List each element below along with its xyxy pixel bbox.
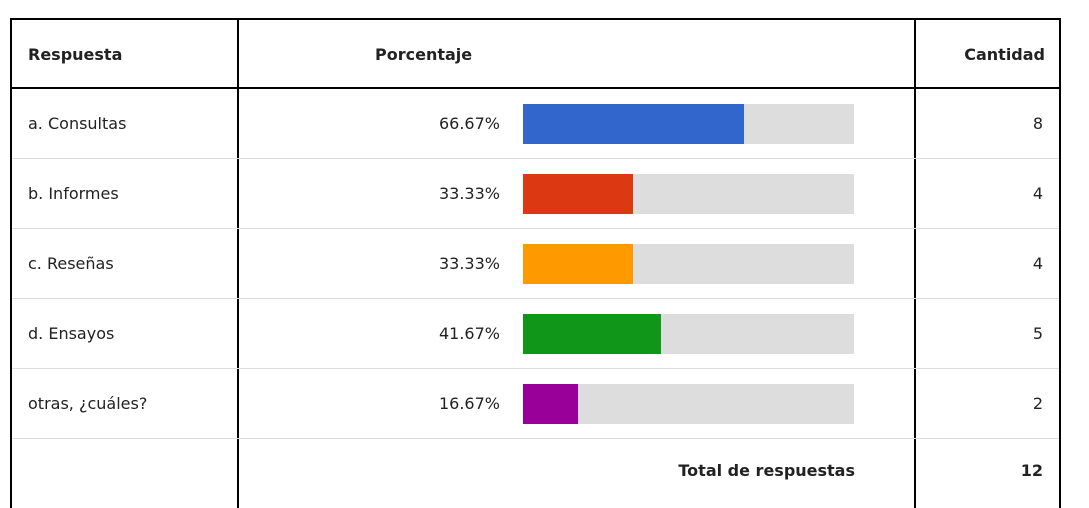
answer-cell: a. Consultas [28, 114, 127, 133]
row-divider [12, 298, 1059, 299]
row-divider [12, 158, 1059, 159]
row-divider [12, 228, 1059, 229]
answer-cell: b. Informes [28, 184, 119, 203]
count-cell: 2 [1032, 394, 1043, 413]
bar-track [523, 174, 854, 214]
header-rule [10, 87, 1061, 89]
header-cell: Porcentaje [375, 45, 473, 64]
column-divider [237, 18, 239, 508]
percent-cell: 33.33% [438, 184, 500, 203]
answer-cell: c. Reseñas [28, 254, 114, 273]
percent-cell: 16.67% [438, 394, 500, 413]
bar-track [523, 314, 854, 354]
column-divider [914, 18, 916, 508]
bar [523, 104, 744, 144]
bar [523, 384, 579, 424]
row-divider [12, 368, 1059, 369]
total-value: 12 [1020, 461, 1043, 480]
header-cell: Cantidad [964, 45, 1045, 64]
percent-cell: 66.67% [438, 114, 500, 133]
percent-cell: 33.33% [438, 254, 500, 273]
count-cell: 4 [1032, 254, 1043, 273]
row-divider [12, 438, 1059, 439]
bar [523, 314, 661, 354]
total-label: Total de respuestas [678, 461, 855, 480]
answer-cell: otras, ¿cuáles? [28, 394, 148, 413]
count-cell: 8 [1032, 114, 1043, 133]
table-top-border [10, 18, 1061, 20]
bar-track [523, 384, 854, 424]
header-cell: Respuesta [28, 45, 123, 64]
percent-cell: 41.67% [438, 324, 500, 343]
bar [523, 244, 634, 284]
table-border [10, 18, 12, 508]
count-cell: 5 [1032, 324, 1043, 343]
bar-track [523, 244, 854, 284]
bar [523, 174, 634, 214]
answer-cell: d. Ensayos [28, 324, 115, 343]
bar-track [523, 104, 854, 144]
table-border [1059, 18, 1061, 508]
count-cell: 4 [1032, 184, 1043, 203]
